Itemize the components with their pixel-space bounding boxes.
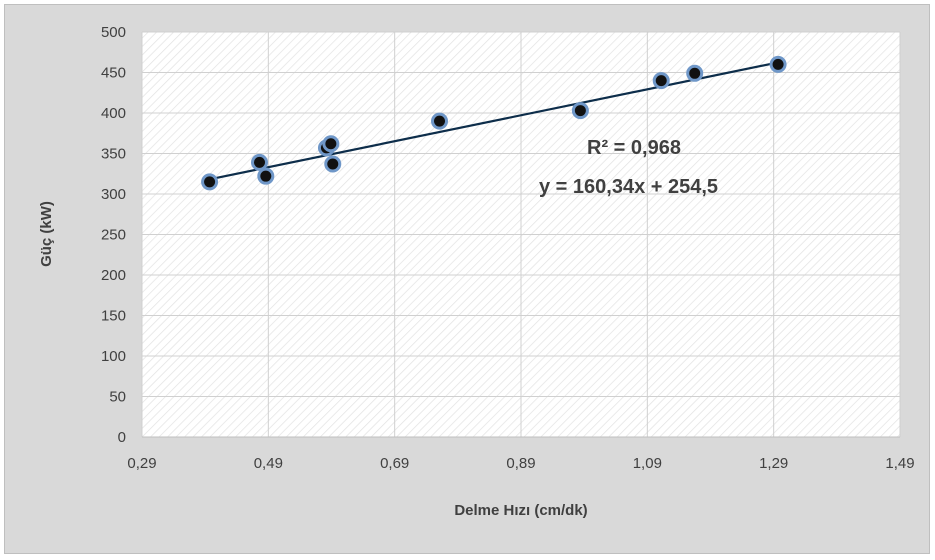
trendline-equation: y = 160,34x + 254,5 [539,176,718,198]
chart-frame: 0,29 0,49 0,69 0,89 1,09 1,29 1,49 0 50 100 150 20… [4,4,930,554]
x-tick-label: 0,69 [380,455,409,472]
y-tick-label: 0 [118,429,126,446]
y-tick-label: 350 [101,146,126,163]
r-squared-label: R² = 0,968 [587,137,681,159]
trendline [209,61,779,181]
chart: 0,29 0,49 0,69 0,89 1,09 1,29 1,49 0 50 100 150 20… [38,24,915,519]
data-point [322,135,340,153]
data-points [201,55,787,191]
data-point [686,64,704,82]
x-tick-label: 1,49 [885,455,914,472]
data-point [571,102,589,120]
trendline-group [209,61,779,181]
y-tick-label: 50 [109,389,126,406]
y-tick-label: 300 [101,186,126,203]
data-point [324,155,342,173]
y-axis-ticks: 0 50 100 150 200 250 300 350 400 450 500 [101,24,126,446]
x-tick-label: 0,49 [254,455,283,472]
y-tick-label: 400 [101,105,126,122]
data-point [201,173,219,191]
y-tick-label: 250 [101,227,126,244]
gridlines [141,31,901,438]
x-tick-label: 1,29 [759,455,788,472]
x-tick-label: 0,89 [506,455,535,472]
x-tick-label: 0,29 [127,455,156,472]
y-tick-label: 450 [101,65,126,82]
data-point [250,153,268,171]
y-axis-title: Güç (kW) [38,201,55,267]
data-point [769,55,787,73]
y-tick-label: 100 [101,348,126,365]
y-tick-label: 500 [101,24,126,41]
x-tick-label: 1,09 [633,455,662,472]
y-tick-label: 150 [101,308,126,325]
data-point [652,72,670,90]
data-point [257,167,275,185]
x-axis-title: Delme Hızı (cm/dk) [454,502,587,519]
data-point [431,112,449,130]
y-tick-label: 200 [101,267,126,284]
x-axis-ticks: 0,29 0,49 0,69 0,89 1,09 1,29 1,49 [127,455,914,472]
